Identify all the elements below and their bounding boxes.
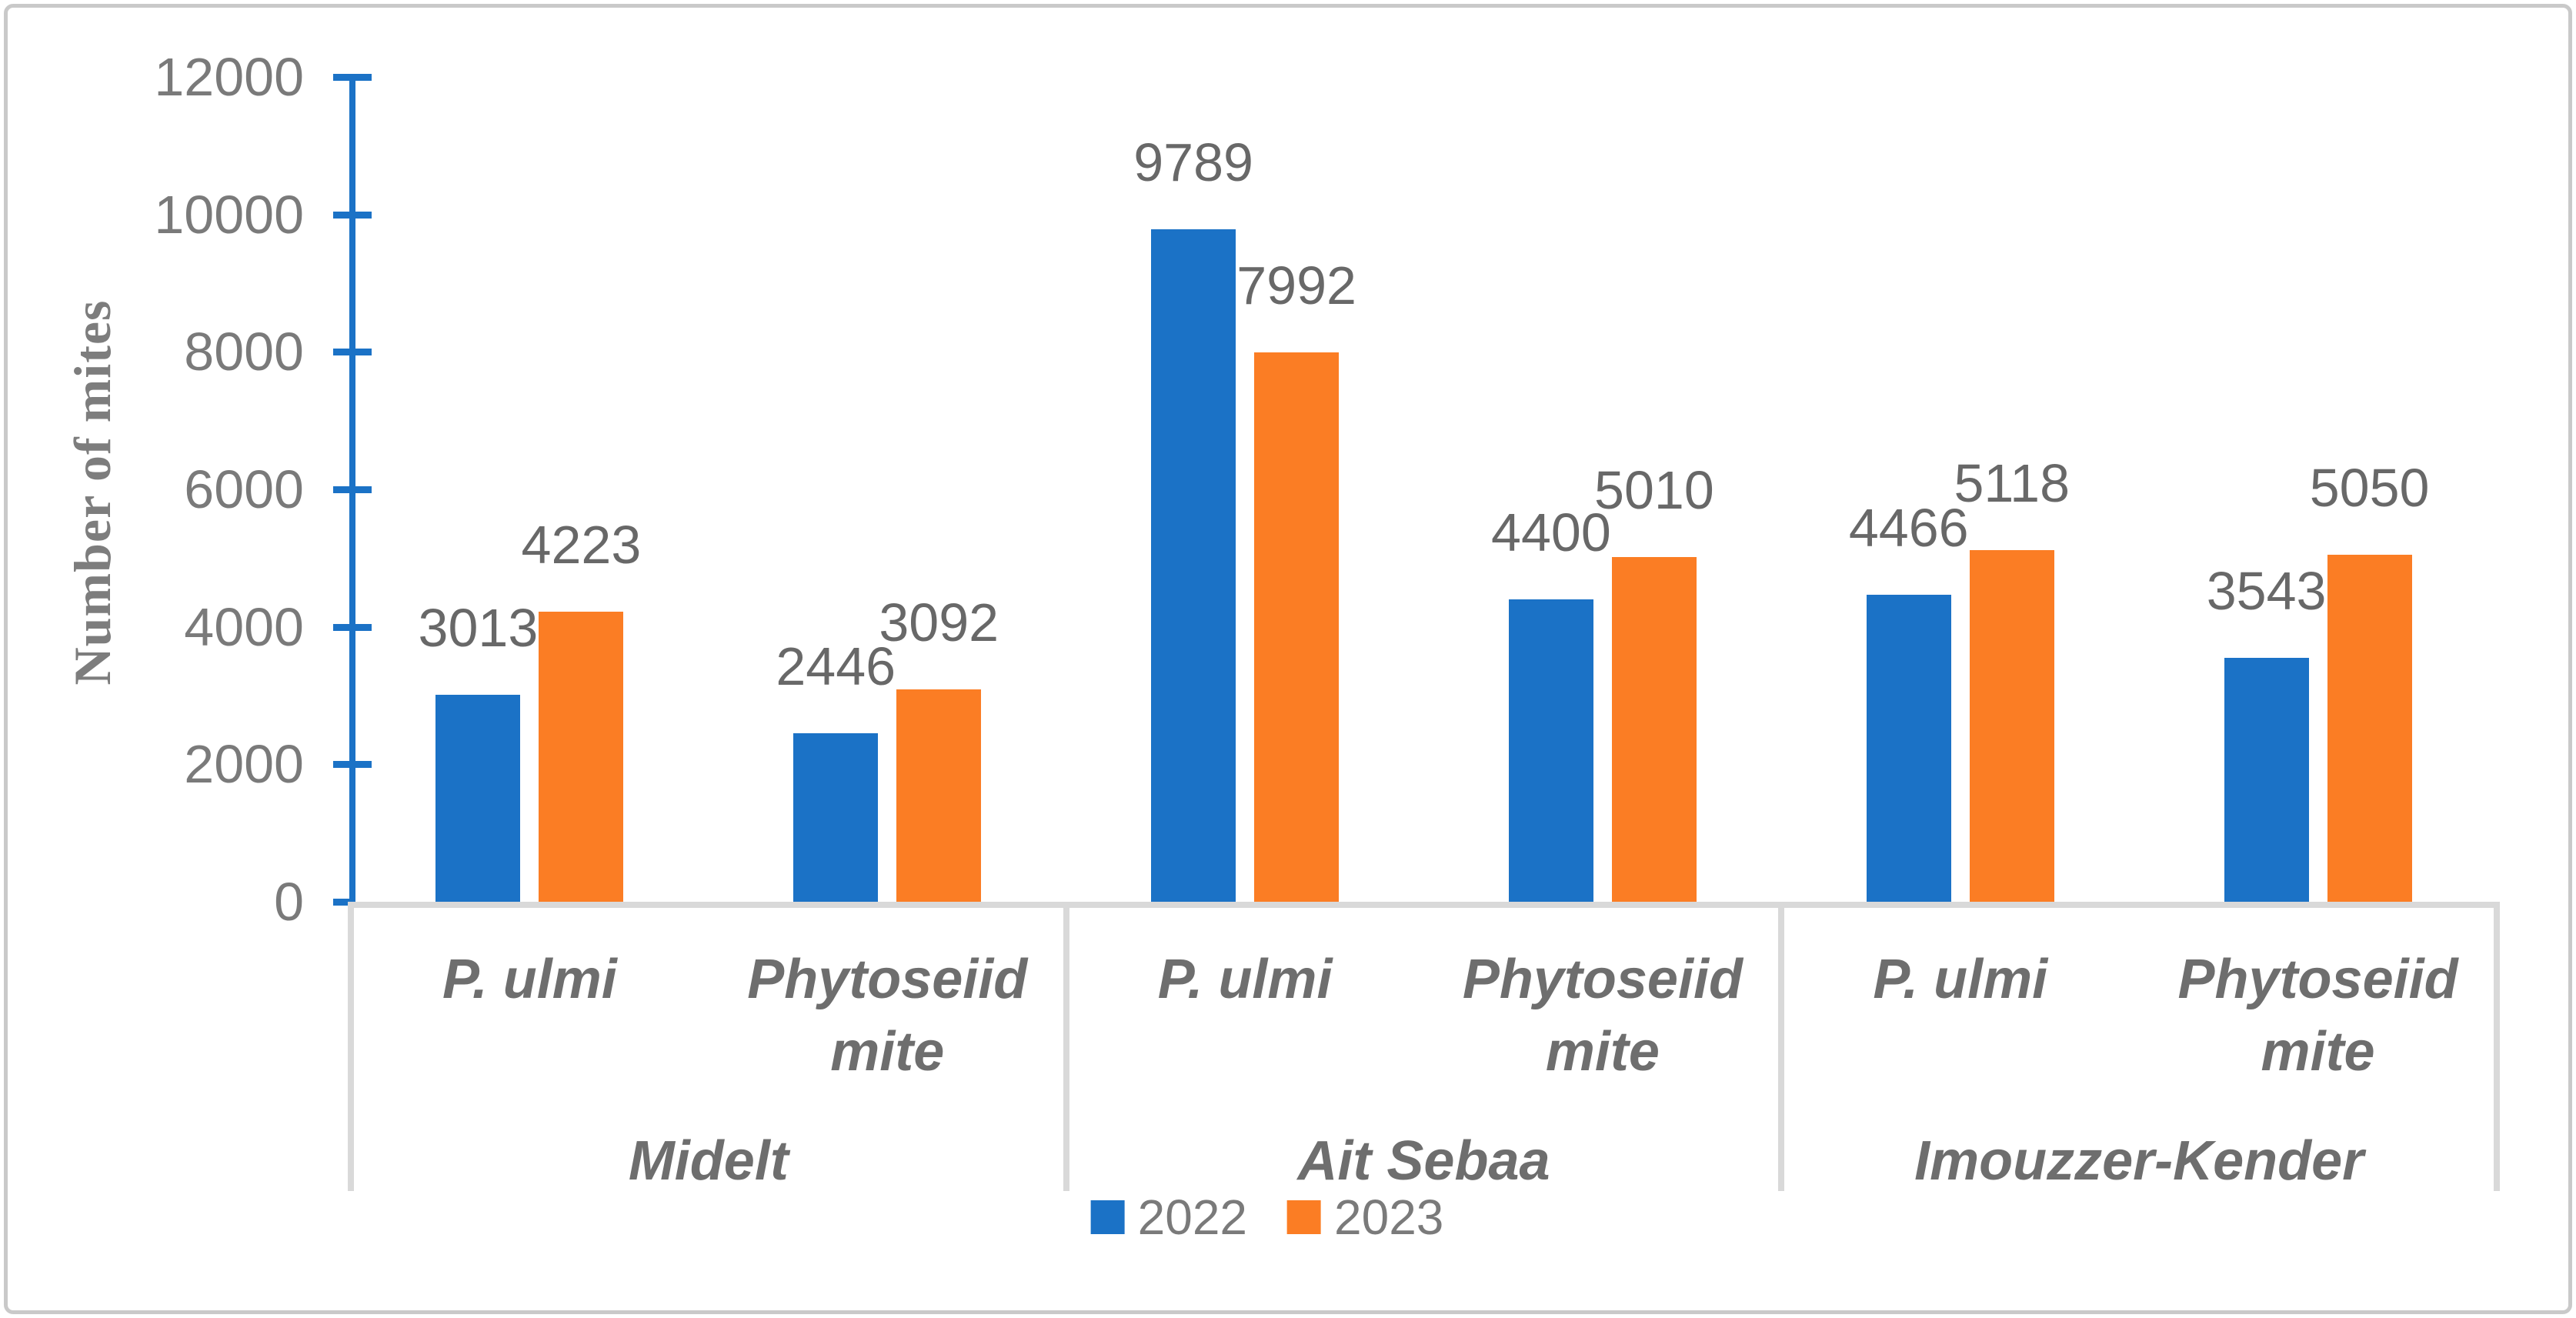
legend-swatch-2023 [1287, 1200, 1321, 1234]
bar-value-2023-imouzzer-kender-phytoseiid-mite: 5050 [2309, 457, 2430, 518]
group-separator-2 [1778, 902, 1785, 1191]
group-separator-0 [348, 902, 354, 1191]
bar-value-2023-midelt-phytoseiid-mite: 3092 [879, 592, 999, 652]
legend: 2022 2023 [1090, 1190, 1443, 1245]
bar-value-2022-midelt-p-ulmi: 3013 [418, 597, 539, 658]
y-tick-label-0: 0 [274, 872, 304, 932]
category-label-ait-sebaa-p-ulmi: P. ulmi [1157, 949, 1333, 1010]
category-label-imouzzer-kender-p-ulmi: P. ulmi [1873, 949, 2048, 1010]
legend-swatch-2022 [1090, 1200, 1125, 1234]
y-tick-label-2000: 2000 [184, 734, 304, 795]
bar-2022-imouzzer-kender-phytoseiid-mite [2224, 658, 2309, 902]
legend-label-2023: 2023 [1334, 1190, 1444, 1245]
bar-value-2023-midelt-p-ulmi: 4223 [521, 514, 642, 575]
group-label-imouzzer-kender: Imouzzer-Kender [1914, 1130, 2364, 1192]
y-axis-line [349, 74, 355, 902]
y-tick-label-12000: 12000 [154, 47, 304, 107]
bar-2022-midelt-p-ulmi [435, 694, 521, 902]
group-label-midelt: Midelt [628, 1130, 789, 1192]
bar-2022-midelt-phytoseiid-mite [793, 733, 879, 902]
bar-value-2023-imouzzer-kender-p-ulmi: 5118 [1954, 452, 2070, 513]
y-tick-label-8000: 8000 [184, 322, 304, 382]
bar-value-2022-midelt-phytoseiid-mite: 2446 [776, 636, 896, 697]
bar-2023-ait-sebaa-phytoseiid-mite [1611, 557, 1697, 902]
group-separator-3 [2494, 902, 2500, 1191]
bar-2022-ait-sebaa-p-ulmi [1151, 229, 1236, 902]
bar-2023-ait-sebaa-p-ulmi [1254, 352, 1340, 902]
legend-item-2022: 2022 [1090, 1190, 1247, 1245]
bar-2023-imouzzer-kender-p-ulmi [1969, 549, 2054, 902]
y-tick-label-10000: 10000 [154, 184, 304, 245]
y-tick-label-6000: 6000 [184, 459, 304, 519]
bar-value-2022-ait-sebaa-p-ulmi: 9789 [1133, 132, 1253, 192]
bar-value-2023-ait-sebaa-phytoseiid-mite: 5010 [1594, 460, 1714, 521]
legend-item-2023: 2023 [1287, 1193, 1443, 1242]
y-tick-label-4000: 4000 [184, 596, 304, 657]
group-label-ait-sebaa: Ait Sebaa [1297, 1130, 1550, 1192]
bar-value-2022-imouzzer-kender-p-ulmi: 4466 [1848, 498, 1969, 559]
category-label-midelt-p-ulmi: P. ulmi [442, 949, 617, 1010]
x-axis-baseline [348, 902, 2500, 908]
bar-value-2022-ait-sebaa-phytoseiid-mite: 4400 [1491, 502, 1611, 562]
bar-value-2023-ait-sebaa-p-ulmi: 7992 [1236, 255, 1356, 316]
bar-2023-midelt-p-ulmi [539, 611, 624, 902]
bar-2023-midelt-phytoseiid-mite [896, 689, 982, 902]
y-tick-0 [333, 899, 352, 906]
bar-value-2022-imouzzer-kender-phytoseiid-mite: 3543 [2206, 561, 2327, 622]
legend-label-2022: 2022 [1137, 1190, 1247, 1245]
category-label-midelt-phytoseiid-mite: Phytoseiid mite [747, 949, 1028, 1083]
bar-2023-imouzzer-kender-phytoseiid-mite [2327, 554, 2412, 902]
group-separator-1 [1063, 902, 1069, 1191]
bar-2022-ait-sebaa-phytoseiid-mite [1508, 599, 1593, 902]
category-label-ait-sebaa-phytoseiid-mite: Phytoseiid mite [1462, 949, 1743, 1083]
category-label-imouzzer-kender-phytoseiid-mite: Phytoseiid mite [2177, 949, 2458, 1083]
bar-2022-imouzzer-kender-p-ulmi [1866, 595, 1951, 902]
